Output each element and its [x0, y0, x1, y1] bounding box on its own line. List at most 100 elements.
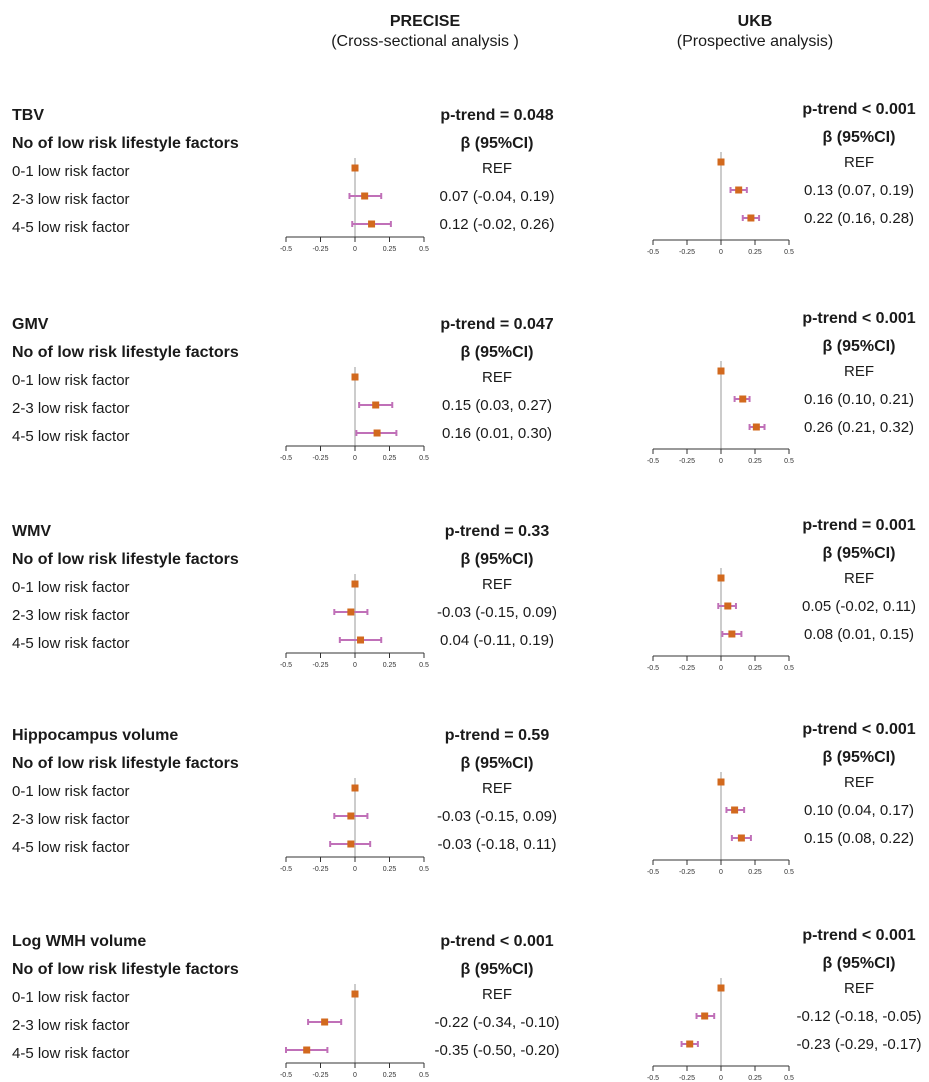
- x-tick-label: 0: [719, 249, 723, 256]
- estimate-label: 0.16 (0.10, 0.21): [804, 391, 914, 408]
- p-trend-label: p-trend < 0.001: [802, 101, 915, 118]
- point-estimate: [735, 186, 743, 194]
- x-tick-label: -0.5: [280, 455, 292, 462]
- beta-ci-header: β (95%CI): [823, 338, 896, 355]
- ukb-forest: p-trend < 0.001 β (95%CI) -0.5 -0.25 0 0.25 0.…: [647, 101, 916, 256]
- estimate-label: REF: [844, 363, 874, 380]
- row-label: 2-3 low risk factor: [12, 811, 130, 828]
- group-label: No of low risk lifestyle factors: [12, 755, 239, 772]
- x-tick-label: -0.25: [313, 866, 329, 873]
- precise-forest: p-trend = 0.33 β (95%CI) -0.5 -0.25 0 0.25 0.5…: [280, 523, 557, 669]
- x-tick-label: -0.5: [280, 1072, 292, 1079]
- x-tick-label: -0.5: [647, 458, 659, 465]
- row-label: 0-1 low risk factor: [12, 163, 130, 180]
- row-label: 2-3 low risk factor: [12, 191, 130, 208]
- point-estimate: [747, 214, 755, 222]
- estimate-label: REF: [844, 980, 874, 997]
- point-estimate: [731, 806, 739, 814]
- x-tick-label: -0.25: [313, 1072, 329, 1079]
- x-tick-label: 0.5: [419, 866, 429, 873]
- x-tick-label: -0.25: [313, 662, 329, 669]
- point-estimate: [368, 220, 376, 228]
- estimate-label: REF: [482, 576, 512, 593]
- x-tick-label: 0.25: [383, 1072, 397, 1079]
- point-estimate: [717, 574, 725, 582]
- x-tick-label: 0: [719, 869, 723, 876]
- p-trend-label: p-trend = 0.001: [802, 517, 915, 534]
- estimate-label: 0.13 (0.07, 0.19): [804, 182, 914, 199]
- ukb-forest: p-trend < 0.001 β (95%CI) -0.5 -0.25 0 0.25 0.…: [647, 310, 916, 465]
- point-estimate: [728, 630, 736, 638]
- outcome-title: WMV: [12, 523, 51, 540]
- precise-forest: p-trend < 0.001 β (95%CI) -0.5 -0.25 0 0.25 0.…: [280, 933, 560, 1079]
- estimate-label: 0.08 (0.01, 0.15): [804, 626, 914, 643]
- ukb-forest: p-trend < 0.001 β (95%CI) -0.5 -0.25 0 0.25 0.…: [647, 721, 916, 876]
- estimate-label: -0.03 (-0.15, 0.09): [437, 604, 557, 621]
- point-estimate: [351, 373, 359, 381]
- estimate-label: REF: [482, 369, 512, 386]
- estimate-label: -0.22 (-0.34, -0.10): [434, 1014, 559, 1031]
- estimate-label: 0.15 (0.03, 0.27): [442, 397, 552, 414]
- outcome-title: Log WMH volume: [12, 933, 146, 950]
- point-estimate: [347, 840, 355, 848]
- estimate-label: 0.12 (-0.02, 0.26): [439, 216, 554, 233]
- group-label: No of low risk lifestyle factors: [12, 135, 239, 152]
- precise-header: PRECISE (Cross-sectional analysis ): [290, 12, 560, 52]
- estimate-label: -0.03 (-0.15, 0.09): [437, 808, 557, 825]
- ukb-header: UKB (Prospective analysis): [630, 12, 880, 52]
- point-estimate: [686, 1040, 694, 1048]
- x-tick-label: -0.25: [679, 869, 695, 876]
- x-tick-label: 0.25: [748, 1075, 762, 1082]
- row-label: 4-5 low risk factor: [12, 428, 130, 445]
- x-tick-label: -0.25: [679, 249, 695, 256]
- x-tick-label: 0.5: [419, 455, 429, 462]
- x-tick-label: 0: [353, 1072, 357, 1079]
- p-trend-label: p-trend = 0.33: [445, 523, 550, 540]
- point-estimate: [717, 984, 725, 992]
- x-tick-label: 0.5: [784, 1075, 794, 1082]
- row-label: 2-3 low risk factor: [12, 1017, 130, 1034]
- estimate-label: 0.22 (0.16, 0.28): [804, 210, 914, 227]
- panel-gmv: GMV No of low risk lifestyle factors 0-1 l…: [12, 310, 916, 465]
- x-tick-label: 0.25: [748, 665, 762, 672]
- estimate-label: 0.10 (0.04, 0.17): [804, 802, 914, 819]
- row-label: 2-3 low risk factor: [12, 400, 130, 417]
- precise-forest: p-trend = 0.047 β (95%CI) -0.5 -0.25 0 0.25 0.…: [280, 316, 554, 462]
- point-estimate: [303, 1046, 311, 1054]
- point-estimate: [717, 367, 725, 375]
- precise-forest: p-trend = 0.048 β (95%CI) -0.5 -0.25 0 0.25 0.…: [280, 107, 555, 253]
- x-tick-label: 0.5: [419, 1072, 429, 1079]
- beta-ci-header: β (95%CI): [461, 344, 534, 361]
- ukb-title: UKB: [737, 13, 773, 30]
- point-estimate: [351, 580, 359, 588]
- estimate-label: REF: [844, 570, 874, 587]
- p-trend-label: p-trend = 0.59: [445, 727, 550, 744]
- group-label: No of low risk lifestyle factors: [12, 961, 239, 978]
- x-tick-label: -0.25: [679, 458, 695, 465]
- row-label: 0-1 low risk factor: [12, 989, 130, 1006]
- beta-ci-header: β (95%CI): [461, 755, 534, 772]
- point-estimate: [737, 834, 745, 842]
- estimate-label: REF: [482, 986, 512, 1003]
- estimate-label: -0.35 (-0.50, -0.20): [434, 1042, 559, 1059]
- x-tick-label: 0: [353, 866, 357, 873]
- beta-ci-header: β (95%CI): [461, 135, 534, 152]
- estimate-label: REF: [844, 154, 874, 171]
- beta-ci-header: β (95%CI): [823, 129, 896, 146]
- x-tick-label: 0.25: [383, 455, 397, 462]
- x-tick-label: 0.25: [383, 246, 397, 253]
- x-tick-label: -0.5: [280, 246, 292, 253]
- beta-ci-header: β (95%CI): [461, 551, 534, 568]
- estimate-label: REF: [482, 780, 512, 797]
- estimate-label: 0.07 (-0.04, 0.19): [439, 188, 554, 205]
- estimate-label: REF: [844, 774, 874, 791]
- p-trend-label: p-trend = 0.047: [440, 316, 553, 333]
- x-tick-label: 0.25: [748, 458, 762, 465]
- p-trend-label: p-trend < 0.001: [802, 721, 915, 738]
- group-label: No of low risk lifestyle factors: [12, 344, 239, 361]
- point-estimate: [739, 395, 747, 403]
- group-label: No of low risk lifestyle factors: [12, 551, 239, 568]
- precise-subtitle: (Cross-sectional analysis ): [331, 33, 519, 50]
- row-label: 2-3 low risk factor: [12, 607, 130, 624]
